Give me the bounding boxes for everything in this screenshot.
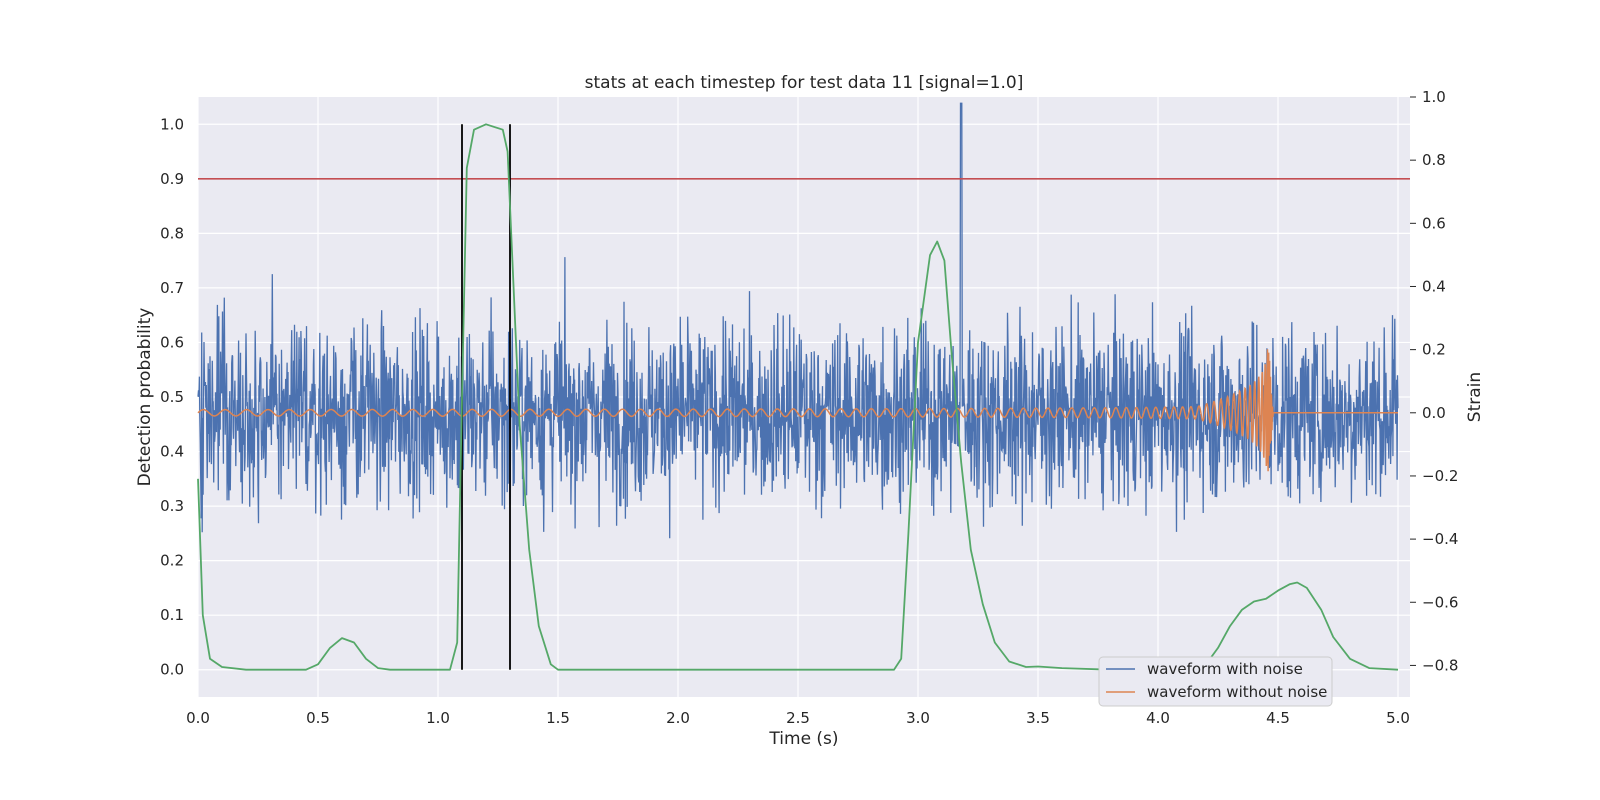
y-right-tick-label: 0.6 (1422, 214, 1446, 232)
x-tick-labels: 0.0 0.5 1.0 1.5 2.0 2.5 3.0 3.5 4.0 4.5 5.0 (186, 709, 1410, 727)
y-left-axis-label: Detection probability (135, 308, 155, 487)
y-left-tick-label: 0.6 (160, 333, 184, 351)
chart-title: stats at each timestep for test data 11 … (585, 73, 1024, 93)
y-left-tick-label: 0.0 (160, 661, 184, 679)
detection-probability-series (197, 123, 1399, 671)
y-right-tick-label: 0.0 (1422, 404, 1446, 422)
legend-box (1098, 656, 1333, 707)
y-left-tick-labels: 0.0 0.1 0.2 0.3 0.4 0.5 0.6 0.7 0.8 0.9 1.0 (160, 115, 184, 678)
y-right-tick-label: 0.2 (1422, 341, 1446, 359)
y-right-tick-label: 0.4 (1422, 277, 1446, 295)
x-tick-label: 5.0 (1386, 709, 1410, 727)
y-left-tick-label: 0.3 (160, 497, 184, 515)
y-left-tick-label: 1.0 (160, 115, 184, 133)
x-tick-label: 2.5 (786, 709, 810, 727)
x-tick-label: 0.0 (186, 709, 210, 727)
x-tick-label: 1.5 (546, 709, 570, 727)
waveform-without-noise-series (197, 349, 1398, 472)
waveform-without-noise-line (197, 349, 1398, 472)
y-right-tick-label: −0.8 (1422, 656, 1458, 674)
legend: waveform with noise waveform without noi… (1098, 656, 1333, 707)
detection-probability-line (197, 123, 1399, 671)
x-axis-label: Time (s) (768, 729, 838, 749)
x-tick-label: 4.5 (1266, 709, 1290, 727)
legend-label-clean: waveform without noise (1147, 683, 1327, 701)
legend-label-noisy: waveform with noise (1147, 660, 1303, 678)
y-left-tick-label: 0.2 (160, 552, 184, 570)
x-tick-label: 3.5 (1026, 709, 1050, 727)
y-right-tick-label: 0.8 (1422, 151, 1446, 169)
x-tick-label: 1.0 (426, 709, 450, 727)
x-tick-label: 0.5 (306, 709, 330, 727)
y-right-tick-label: −0.6 (1422, 593, 1458, 611)
y-right-tick-label: −0.2 (1422, 467, 1458, 485)
x-tick-label: 2.0 (666, 709, 690, 727)
y-left-tick-label: 0.8 (160, 224, 184, 242)
y-right-tick-label: −0.4 (1422, 530, 1458, 548)
y-left-tick-label: 0.5 (160, 388, 184, 406)
y-left-tick-label: 0.7 (160, 279, 184, 297)
y-right-tick-labels: −0.8 −0.6 −0.4 −0.2 0.0 0.2 0.4 0.6 0.8 1.0 (1410, 88, 1458, 674)
y-left-tick-label: 0.4 (160, 443, 184, 461)
y-left-tick-label: 0.1 (160, 606, 184, 624)
x-tick-label: 4.0 (1146, 709, 1170, 727)
x-tick-label: 3.0 (906, 709, 930, 727)
y-left-tick-label: 0.9 (160, 170, 184, 188)
y-right-tick-label: 1.0 (1422, 88, 1446, 106)
y-right-axis-label: Strain (1465, 372, 1485, 422)
